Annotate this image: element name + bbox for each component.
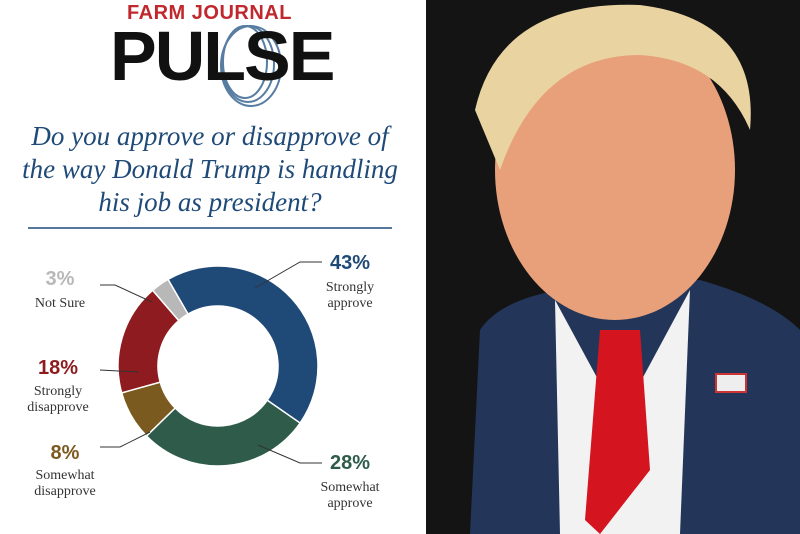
value-label: 8%: [50, 442, 80, 464]
donut-segment: [166, 265, 319, 425]
leader-line: [100, 431, 151, 448]
category-label: Not Sure: [34, 296, 86, 311]
value-label: 3%: [45, 268, 75, 290]
donut-segment: [151, 278, 190, 322]
leader-line: [99, 369, 139, 373]
brand-name: PULSE: [110, 17, 335, 95]
donut-segment: [145, 399, 302, 467]
category-label: Strongly approve: [325, 280, 375, 311]
logo-swirl: [220, 25, 282, 107]
category-label: Somewhat approve: [320, 480, 380, 511]
value-label: 43%: [329, 252, 371, 274]
leader-line: [100, 284, 153, 303]
brand-kicker: FARM JOURNAL: [127, 2, 292, 24]
value-label: 28%: [329, 452, 371, 474]
photo: [426, 0, 800, 534]
value-label: 18%: [37, 357, 79, 379]
leader-line: [254, 261, 322, 289]
category-label: Strongly disapprove: [27, 384, 89, 415]
leader-line: [257, 444, 322, 464]
chart-title: Do you approve or disapprove of the way …: [22, 121, 398, 217]
category-label: Somewhat disapprove: [34, 468, 96, 499]
